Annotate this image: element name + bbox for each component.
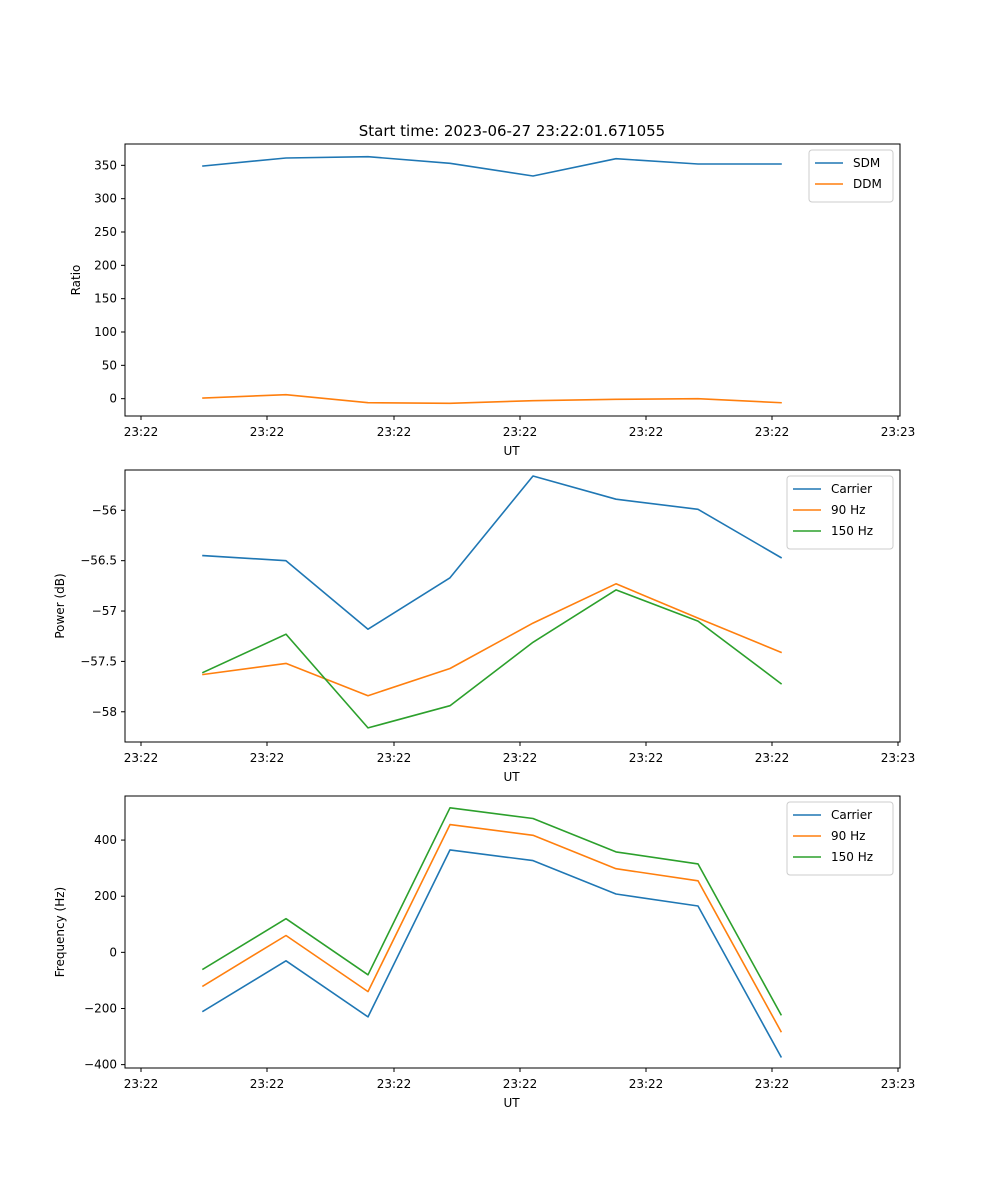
legend-entry: 150 Hz — [831, 850, 873, 864]
series-line-90-hz — [201, 823, 783, 1033]
x-tick-label: 23:22 — [124, 1077, 159, 1091]
series-line-150-hz — [201, 806, 783, 1016]
y-tick-label: 200 — [94, 258, 117, 272]
y-axis-label: Power (dB) — [53, 573, 67, 638]
x-tick-label: 23:22 — [629, 751, 664, 765]
x-tick-label: 23:22 — [503, 751, 538, 765]
chart-title: Start time: 2023-06-27 23:22:01.671055 — [359, 122, 665, 140]
y-tick-label: 400 — [94, 833, 117, 847]
legend-entry: 150 Hz — [831, 524, 873, 538]
chart-panel-3: 23:22 23:22 23:22 23:22 23:22 23:22 23:23 −400 −… — [53, 795, 916, 1110]
y-tick-label: 50 — [102, 358, 117, 372]
x-axis-label: UT — [503, 1096, 520, 1110]
y-tick-label: −57.5 — [80, 654, 117, 668]
plot-frame — [124, 795, 901, 1069]
series-line-90-hz — [202, 582, 783, 697]
legend-entry: 90 Hz — [831, 829, 865, 843]
y-axis-label: Ratio — [69, 265, 83, 296]
y-tick-label: −56.5 — [80, 554, 117, 568]
x-tick-label: 23:22 — [755, 425, 790, 439]
plot-frame — [124, 469, 901, 743]
x-tick-label: 23:22 — [377, 425, 412, 439]
x-tick-label: 23:23 — [881, 425, 916, 439]
y-tick-label: 0 — [109, 392, 117, 406]
x-tick-label: 23:22 — [250, 1077, 285, 1091]
y-tick-label: −57 — [92, 604, 117, 618]
series-line-sdm — [202, 155, 782, 177]
series-line-carrier — [201, 849, 783, 1058]
y-tick-label: 250 — [94, 225, 117, 239]
y-tick-label: −56 — [92, 503, 117, 517]
y-tick-label: 300 — [94, 192, 117, 206]
series-line-carrier — [202, 475, 783, 631]
series-line-ddm — [202, 393, 782, 405]
x-axis-label: UT — [503, 770, 520, 784]
x-tick-label: 23:22 — [124, 425, 159, 439]
legend: Carrier 90 Hz 150 Hz — [786, 801, 894, 876]
x-tick-label: 23:23 — [881, 1077, 916, 1091]
x-tick-label: 23:22 — [503, 1077, 538, 1091]
x-tick-label: 23:22 — [124, 751, 159, 765]
legend-entry: Carrier — [831, 808, 872, 822]
y-tick-label: 100 — [94, 325, 117, 339]
x-tick-label: 23:22 — [629, 425, 664, 439]
x-axis-label: UT — [503, 444, 520, 458]
x-tick-label: 23:22 — [250, 751, 285, 765]
chart-panel-2: 23:22 23:22 23:22 23:22 23:22 23:22 23:23 −56 −5… — [53, 469, 916, 784]
x-tick-label: 23:22 — [503, 425, 538, 439]
x-tick-label: 23:22 — [755, 751, 790, 765]
legend-entry: Carrier — [831, 482, 872, 496]
legend-entry: SDM — [853, 156, 880, 170]
legend-entry: DDM — [853, 177, 882, 191]
legend: Carrier 90 Hz 150 Hz — [786, 475, 894, 550]
y-tick-label: −400 — [84, 1058, 117, 1072]
chart-panel-1: 23:22 23:22 23:22 23:22 23:22 23:22 23:23 0 50 10… — [69, 143, 916, 458]
plot-frame — [124, 143, 901, 417]
x-tick-label: 23:22 — [377, 1077, 412, 1091]
x-tick-label: 23:22 — [377, 751, 412, 765]
y-tick-label: 0 — [109, 945, 117, 959]
y-tick-label: −58 — [92, 705, 117, 719]
y-axis-label: Frequency (Hz) — [53, 887, 67, 978]
y-tick-label: −200 — [84, 1001, 117, 1015]
x-tick-label: 23:22 — [250, 425, 285, 439]
series-line-150-hz — [201, 589, 783, 729]
y-tick-label: 150 — [94, 292, 117, 306]
x-tick-label: 23:23 — [881, 751, 916, 765]
y-tick-label: 350 — [94, 158, 117, 172]
legend: SDM DDM — [808, 149, 894, 203]
legend-box — [808, 149, 894, 203]
x-tick-label: 23:22 — [629, 1077, 664, 1091]
panels: 23:22 23:22 23:22 23:22 23:22 23:22 23:23 0 50 10… — [53, 143, 916, 1110]
x-tick-label: 23:22 — [755, 1077, 790, 1091]
legend-entry: 90 Hz — [831, 503, 865, 517]
y-tick-label: 200 — [94, 889, 117, 903]
